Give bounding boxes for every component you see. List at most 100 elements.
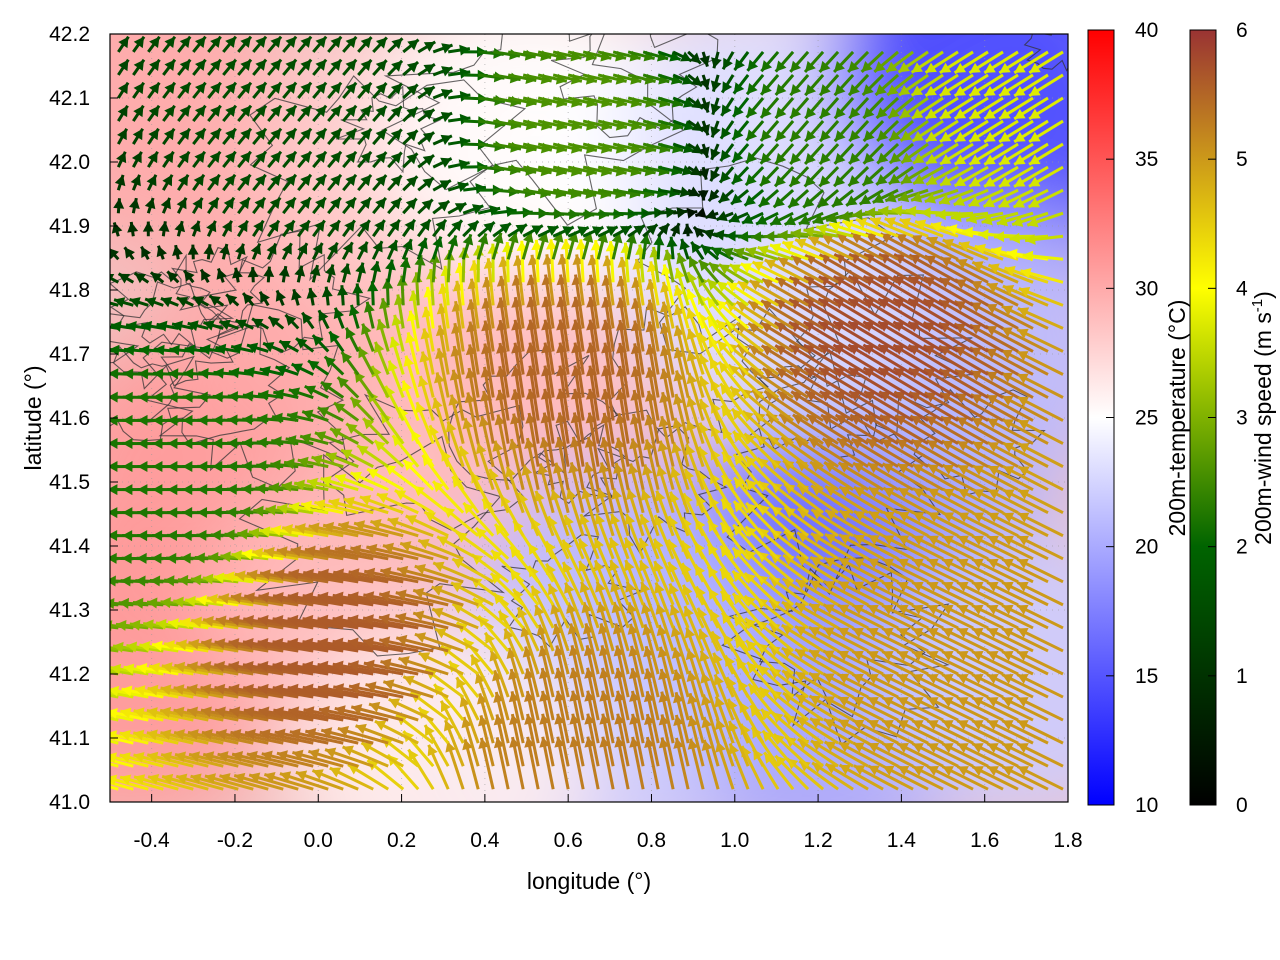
wind-vector-1684 bbox=[417, 176, 435, 192]
wind-vector-468 bbox=[362, 614, 419, 630]
wind-vector-1896 bbox=[710, 120, 721, 138]
wind-vector-1297 bbox=[364, 301, 375, 329]
wind-vector-1732 bbox=[177, 150, 191, 168]
wind-vector-58 bbox=[941, 765, 989, 791]
wind-vector-82 bbox=[342, 745, 389, 768]
wind-vector-54 bbox=[882, 764, 929, 791]
wind-vector-1288 bbox=[218, 319, 239, 331]
wind-vector-1957 bbox=[672, 96, 695, 108]
wind-vector-998 bbox=[673, 393, 690, 444]
wind-vector-1417 bbox=[247, 267, 259, 283]
wind-vector-1709 bbox=[772, 189, 795, 209]
wind-vector-63 bbox=[1016, 765, 1064, 791]
wind-vector-204 bbox=[243, 706, 299, 722]
wind-vector-932 bbox=[644, 414, 660, 467]
wind-vector-380 bbox=[971, 650, 1019, 676]
wind-vector-371 bbox=[837, 649, 884, 676]
wind-vector-447 bbox=[1016, 627, 1064, 653]
wind-vector-657 bbox=[319, 545, 374, 561]
wind-vector-1511 bbox=[690, 241, 705, 261]
wind-vector-701 bbox=[986, 534, 1034, 561]
wind-vector-1904 bbox=[818, 120, 840, 143]
wind-vector-565 bbox=[866, 580, 914, 607]
wind-vector-72 bbox=[188, 751, 239, 768]
wind-vector-1860 bbox=[177, 104, 192, 122]
wind-vector-383 bbox=[1016, 650, 1064, 676]
wind-vector-433 bbox=[808, 625, 854, 653]
wind-vector-441 bbox=[926, 627, 974, 653]
wind-vector-1908 bbox=[876, 119, 900, 143]
wind-vector-779 bbox=[253, 505, 284, 517]
wind-vector-1491 bbox=[401, 238, 413, 260]
wind-vector-472 bbox=[431, 607, 479, 630]
wind-vector-436 bbox=[851, 626, 899, 653]
wind-vector-699 bbox=[956, 534, 1004, 561]
wind-vector-1289 bbox=[235, 318, 254, 330]
wind-vector-787 bbox=[359, 495, 404, 515]
wind-vector-1520 bbox=[794, 238, 839, 261]
wind-vector-34 bbox=[614, 736, 630, 790]
wind-vector-1733 bbox=[192, 150, 207, 169]
wind-vector-1873 bbox=[372, 105, 388, 123]
wind-vector-346 bbox=[484, 631, 510, 675]
wind-vector-1570 bbox=[627, 224, 646, 238]
wind-vector-886 bbox=[881, 462, 929, 491]
wind-vector-958 bbox=[1002, 441, 1049, 468]
wind-vector-105 bbox=[715, 718, 735, 767]
contour-line-1 bbox=[249, 75, 527, 282]
wind-vector-244 bbox=[851, 695, 899, 722]
y-tick-label-6: 41.6 bbox=[49, 407, 90, 430]
wind-vector-2092 bbox=[760, 50, 780, 73]
wind-vector-1345 bbox=[113, 297, 134, 308]
wind-vector-376 bbox=[911, 650, 959, 676]
wind-vector-1770 bbox=[731, 166, 750, 186]
wind-vector-22 bbox=[427, 744, 450, 790]
wind-vector-921 bbox=[478, 415, 495, 467]
wind-vector-2052 bbox=[177, 35, 192, 53]
wind-vector-1497 bbox=[491, 232, 504, 260]
wind-vector-1388 bbox=[737, 280, 779, 307]
y-tick-label-0: 41.0 bbox=[49, 791, 90, 814]
wind-vector-1687 bbox=[463, 183, 487, 195]
wind-vector-1047 bbox=[449, 369, 465, 421]
wind-vector-1477 bbox=[187, 244, 199, 260]
wind-vector-1984 bbox=[117, 58, 130, 76]
wind-vector-1128 bbox=[698, 353, 720, 399]
wind-vector-1909 bbox=[888, 119, 915, 142]
wind-vector-1479 bbox=[219, 243, 230, 260]
wind-vector-1686 bbox=[447, 181, 469, 193]
wind-vector-1273 bbox=[922, 321, 974, 353]
wind-vector-683 bbox=[732, 523, 765, 560]
wind-vector-211 bbox=[350, 704, 404, 722]
wind-vector-1418 bbox=[263, 266, 275, 283]
wind-vector-1682 bbox=[387, 174, 403, 192]
wind-vector-139 bbox=[230, 728, 284, 745]
wind-vector-813 bbox=[757, 480, 795, 514]
wind-vector-1836 bbox=[759, 143, 780, 165]
wind-vector-137 bbox=[201, 729, 254, 745]
wind-vector-923 bbox=[510, 413, 525, 467]
wind-vector-1012 bbox=[849, 413, 899, 445]
wind-vector-1708 bbox=[758, 189, 780, 208]
wind-vector-2065 bbox=[372, 36, 388, 53]
wind-vector-695 bbox=[897, 534, 944, 561]
wind-vector-460 bbox=[242, 615, 299, 630]
wind-vector-1473 bbox=[123, 246, 135, 261]
wind-vector-1458 bbox=[818, 253, 869, 284]
wind-vector-359 bbox=[684, 626, 705, 675]
wind-vector-437 bbox=[866, 627, 914, 653]
wind-vector-1490 bbox=[386, 239, 399, 260]
wind-vector-801 bbox=[598, 462, 615, 514]
wind-vector-895 bbox=[1017, 465, 1064, 492]
wind-vector-1141 bbox=[862, 366, 914, 399]
wind-vector-819 bbox=[838, 485, 884, 515]
wind-vector-1671 bbox=[222, 173, 237, 192]
wind-vector-1254 bbox=[673, 304, 690, 352]
wind-vector-466 bbox=[332, 614, 389, 630]
wind-vector-693 bbox=[867, 534, 914, 561]
wind-vector-21 bbox=[407, 748, 435, 790]
wind-vector-87 bbox=[443, 719, 465, 767]
wind-vector-1205 bbox=[862, 343, 914, 376]
wind-vector-78 bbox=[276, 750, 329, 768]
